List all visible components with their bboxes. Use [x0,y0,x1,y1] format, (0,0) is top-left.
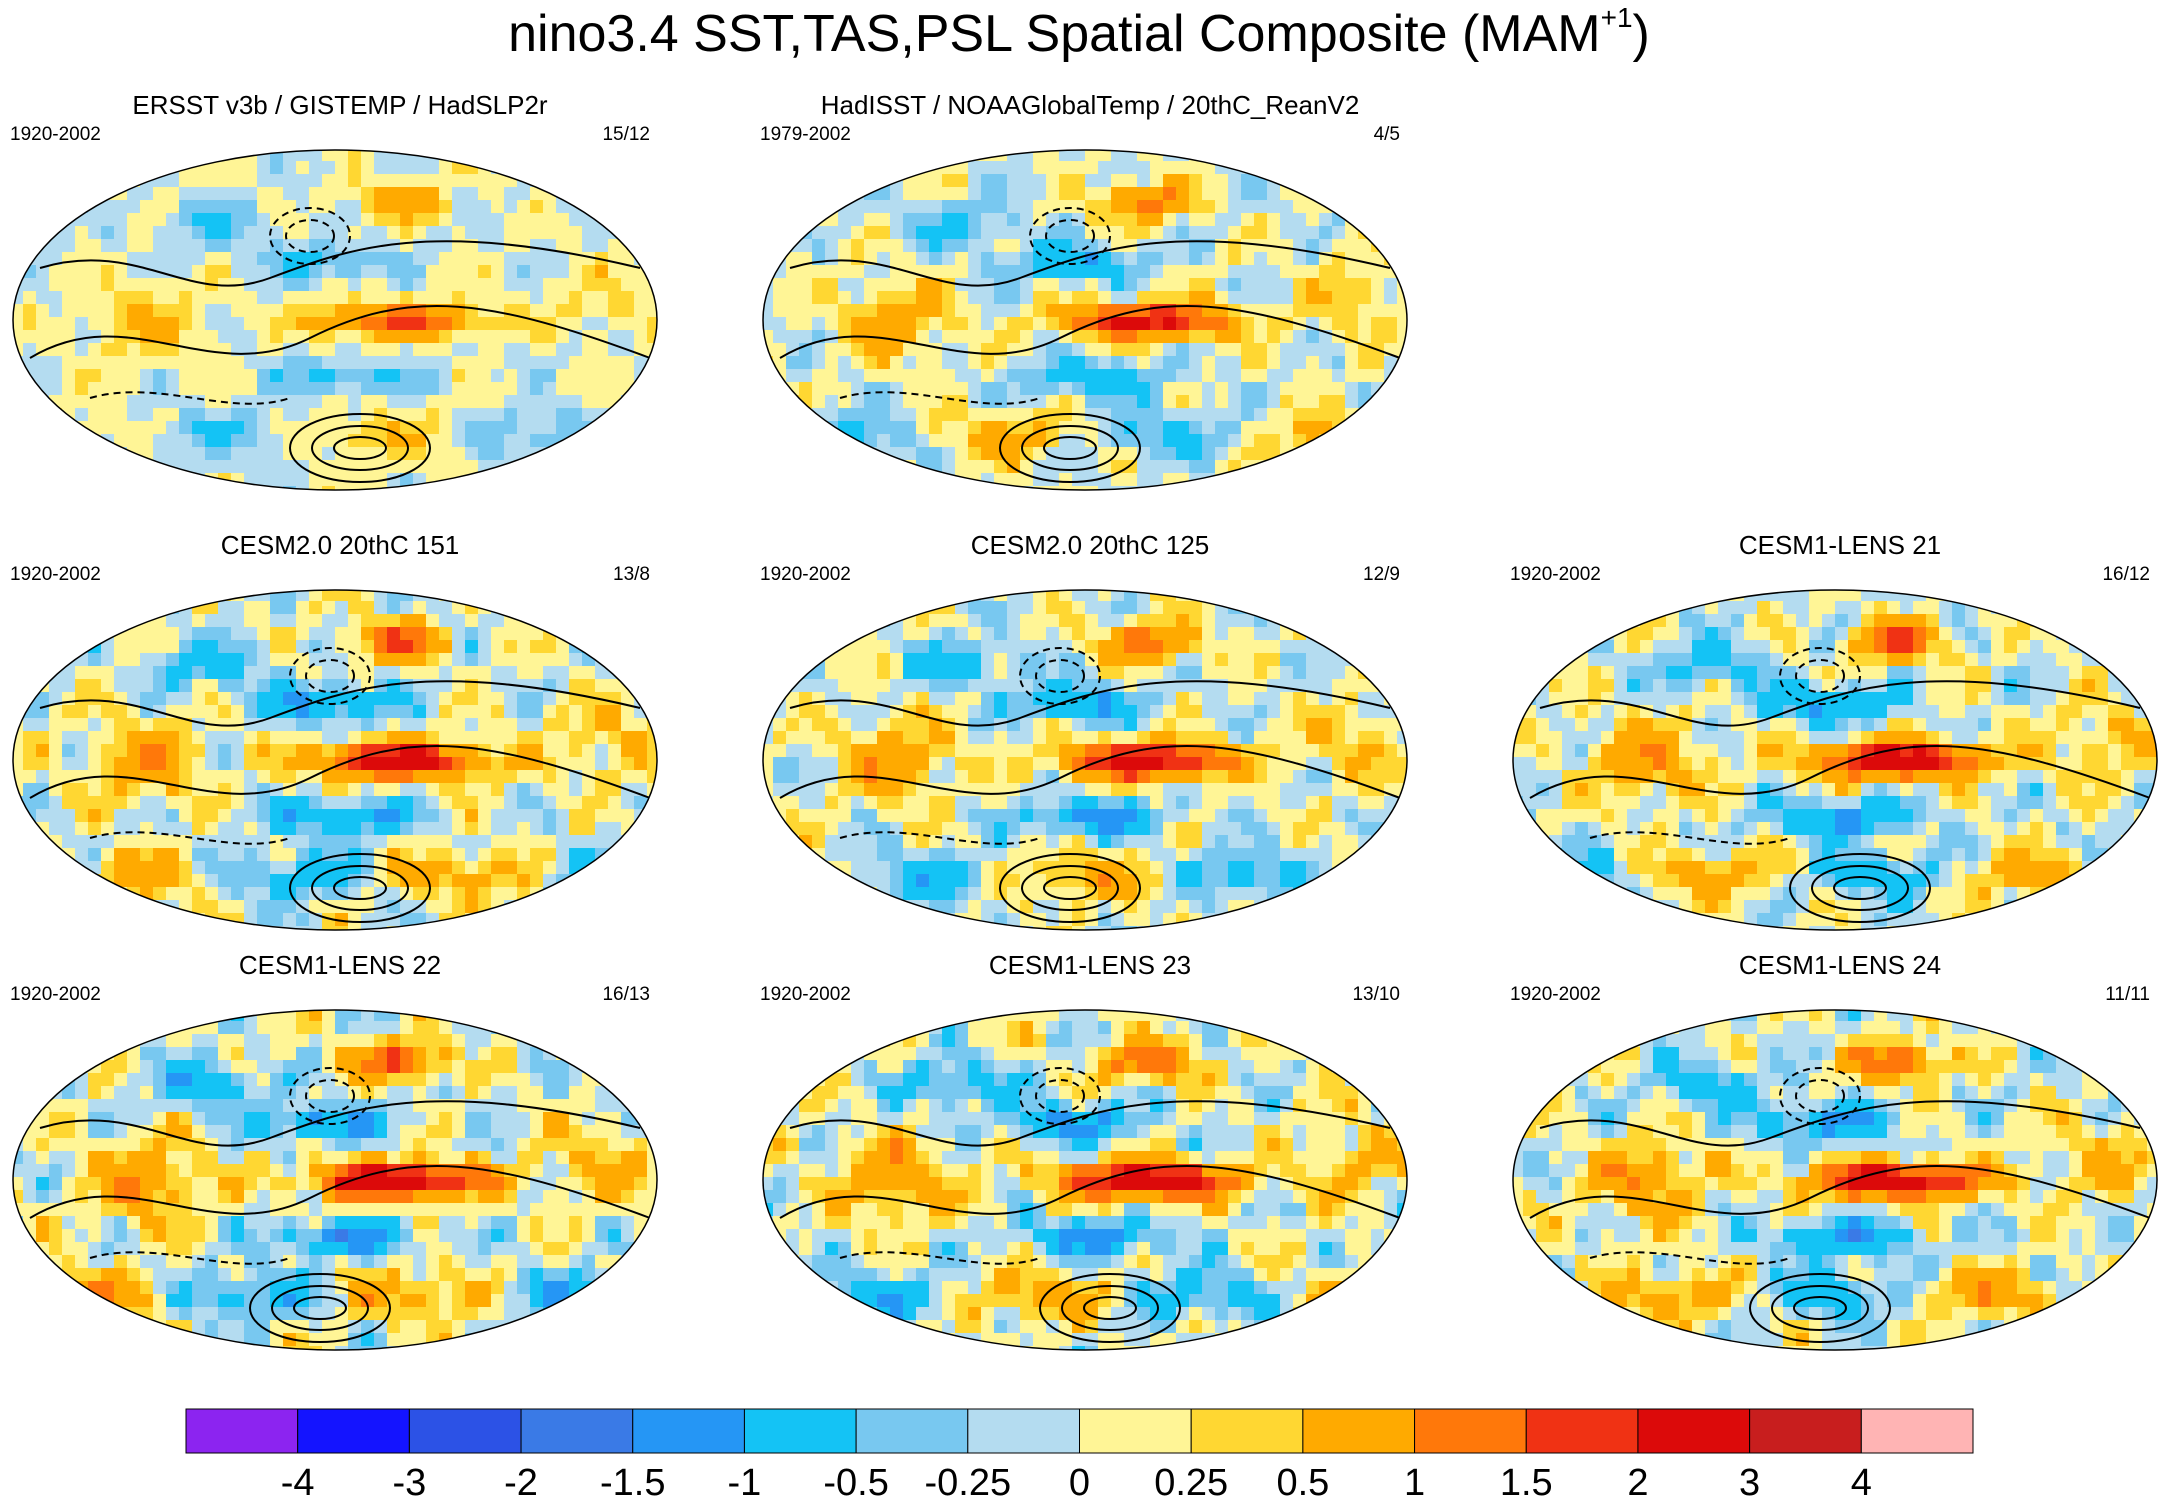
map-globe [762,149,1408,491]
panel-period: 1920-2002 [760,984,851,1005]
panel-count: 13/8 [613,564,650,585]
panel-title: CESM1-LENS 21 [1738,530,1942,560]
colorbar-swatch [1860,1408,1974,1454]
colorbar-swatch [520,1408,634,1454]
colorbar-label: -0.5 [823,1462,888,1500]
colorbar-swatch [632,1408,745,1454]
map-globe [762,1009,1408,1351]
panel-count: 16/12 [2102,564,2150,585]
anomaly-field [763,150,1407,490]
map-globe [1512,1009,2158,1351]
colorbar-swatch [408,1408,522,1454]
colorbar-label: 0.25 [1154,1462,1228,1500]
panel-period: 1920-2002 [10,984,101,1005]
panel-period: 1979-2002 [760,124,851,145]
panel-title: CESM1-LENS 23 [988,950,1192,980]
panel-title: CESM2.0 20thC 151 [220,530,460,560]
panel-period: 1920-2002 [760,564,851,585]
panel-title: HadISST / NOAAGlobalTemp / 20thC_ReanV2 [820,90,1360,120]
panel-count: 4/5 [1373,124,1400,145]
map-globe [12,589,658,931]
colorbar-swatch [1749,1408,1862,1454]
map-panel: CESM1-LENS 21 1920-2002 16/12 [1510,530,2158,940]
panel-title: ERSST v3b / GISTEMP / HadSLP2r [132,90,548,120]
map-globe [1512,589,2158,931]
map-panel: CESM2.0 20thC 125 1920-2002 12/9 [760,530,1420,940]
psl-contours [779,1067,1401,1343]
panel-period: 1920-2002 [1510,564,1601,585]
psl-contours [1529,647,2151,923]
colorbar-label: -1 [728,1462,762,1500]
map-panel: HadISST / NOAAGlobalTemp / 20thC_ReanV2 1… [760,90,1420,500]
panel-period: 1920-2002 [1510,984,1601,1005]
panel-count: 12/9 [1363,564,1400,585]
colorbar-label: -4 [281,1462,315,1500]
psl-contours [29,207,651,483]
map-panel: CESM2.0 20thC 151 1920-2002 13/8 [10,530,670,940]
colorbar-swatch [743,1408,857,1454]
map-panel: ERSST v3b / GISTEMP / HadSLP2r 1920-2002 1… [10,90,670,500]
panel-count: 11/11 [2105,984,2150,1005]
panel-count: 13/10 [1352,984,1400,1005]
colorbar-label: 0.5 [1276,1462,1329,1500]
colorbar-label: -0.25 [925,1462,1012,1500]
psl-contours [29,647,651,923]
colorbar: -4 -3 -2 -1.5 -1 -0.5 -0.25 0 0.25 0.5 1 1.5 2 3 4 [185,1408,1974,1500]
colorbar-swatch [1079,1408,1192,1454]
colorbar-label: -3 [392,1462,426,1500]
psl-contours [1529,1067,2151,1343]
panel-title: CESM1-LENS 22 [238,950,442,980]
colorbar-label: 1 [1404,1462,1425,1500]
colorbar-swatch [297,1408,410,1454]
map-panel: CESM1-LENS 24 1920-2002 11/11 [1510,950,2158,1360]
panel-title: CESM1-LENS 24 [1738,950,1942,980]
psl-contours [29,1067,651,1343]
psl-contours [779,207,1401,483]
colorbar-label: 0 [1069,1462,1090,1500]
colorbar-label: 2 [1627,1462,1648,1500]
map-globe [12,149,658,491]
colorbar-label: 3 [1739,1462,1760,1500]
colorbar-swatch [855,1408,969,1454]
colorbar-swatch [1190,1408,1304,1454]
colorbar-label: -1.5 [600,1462,665,1500]
colorbar-swatch [185,1408,299,1454]
colorbar-swatch [1525,1408,1639,1454]
panel-period: 1920-2002 [10,124,101,145]
map-globe [12,1009,658,1351]
colorbar-swatch [1637,1408,1751,1454]
panel-count: 16/13 [602,984,650,1005]
panel-count: 15/12 [602,124,650,145]
colorbar-label: 1.5 [1500,1462,1553,1500]
map-globe [762,589,1408,931]
figure-title: nino3.4 SST,TAS,PSL Spatial Composite (M… [508,1,1650,63]
psl-contours [779,647,1401,923]
colorbar-label: 4 [1851,1462,1872,1500]
panel-period: 1920-2002 [10,564,101,585]
colorbar-swatch [1302,1408,1416,1454]
panel-title: CESM2.0 20thC 125 [970,530,1210,560]
map-panel: CESM1-LENS 23 1920-2002 13/10 [760,950,1420,1360]
colorbar-swatch [1414,1408,1527,1454]
colorbar-swatch [967,1408,1080,1454]
map-panel: CESM1-LENS 22 1920-2002 16/13 [10,950,670,1360]
colorbar-label: -2 [504,1462,538,1500]
